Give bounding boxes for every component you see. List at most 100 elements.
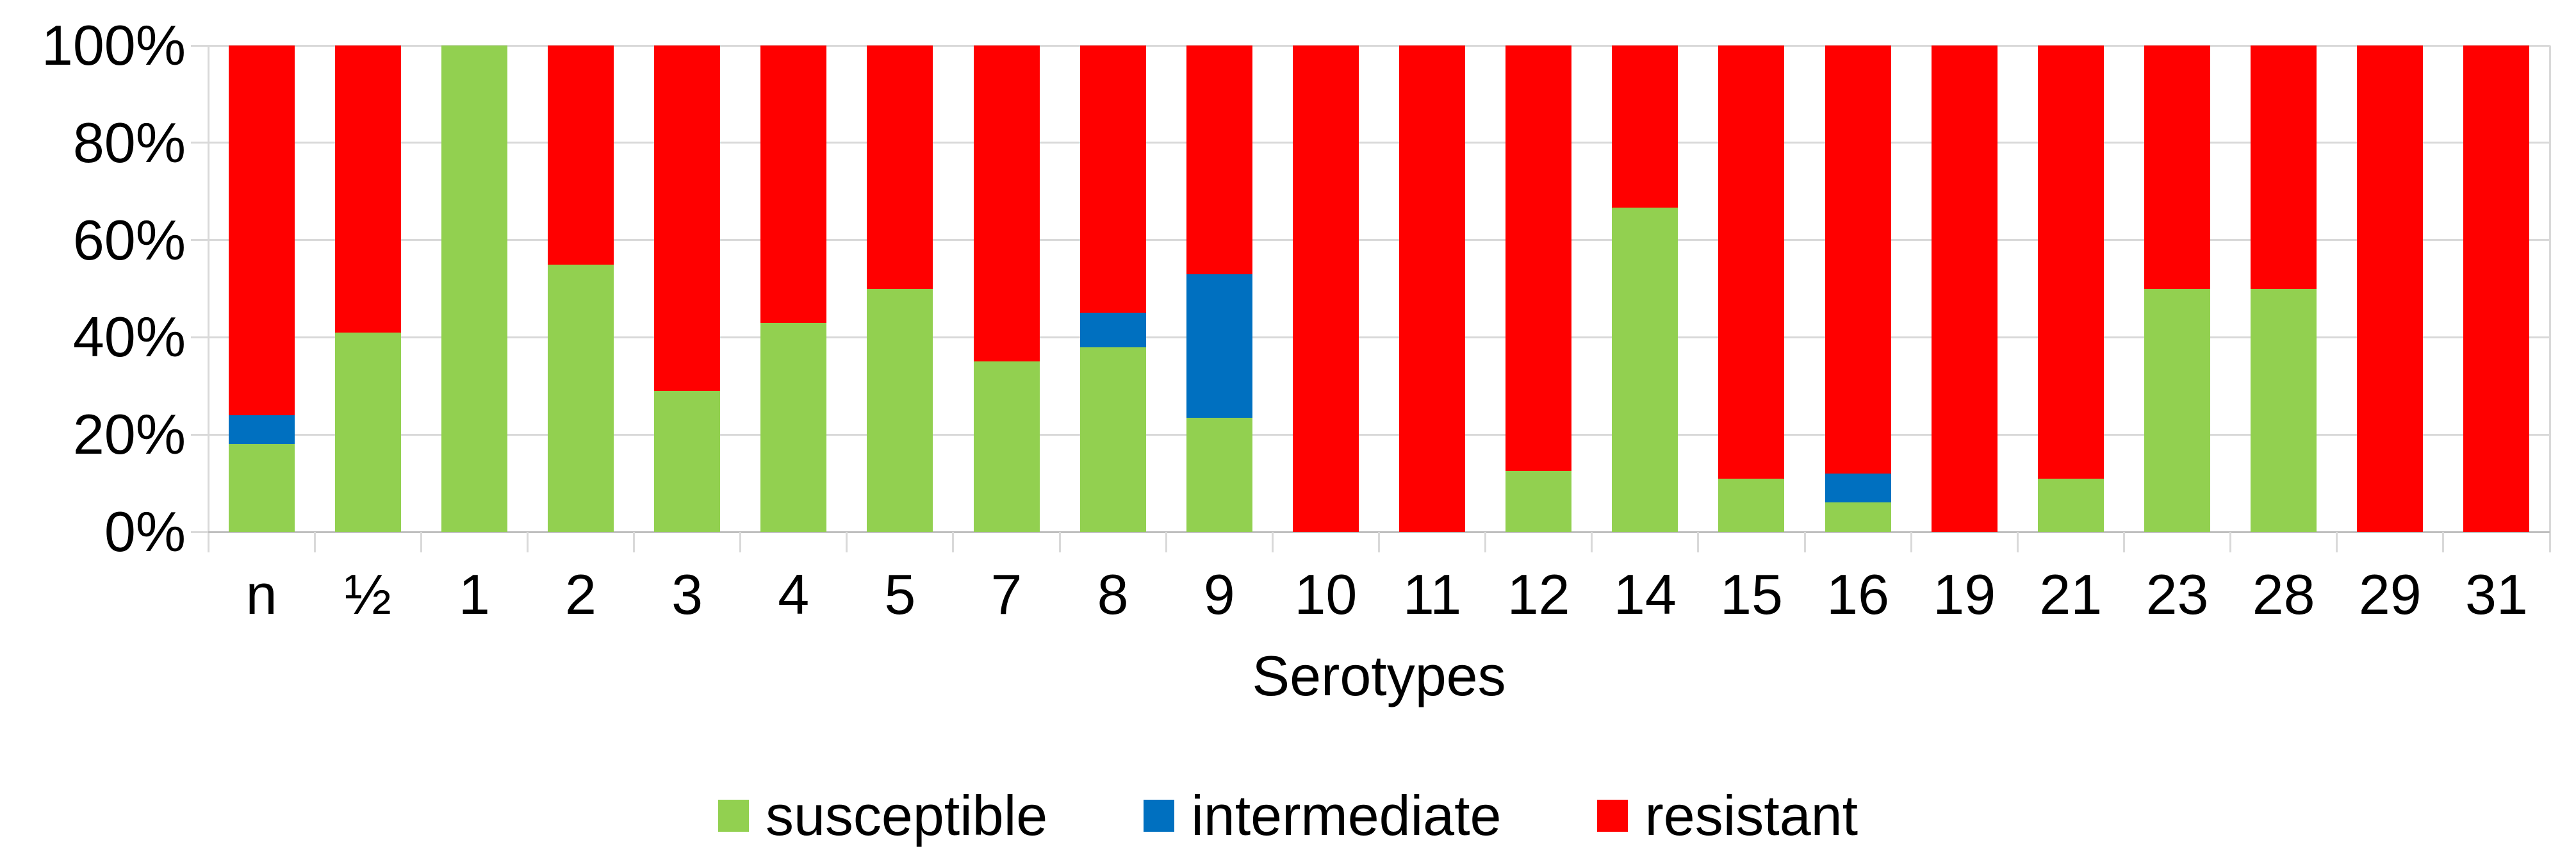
bar-segment-resistant-29 xyxy=(2357,45,2424,532)
y-tick-mark-0 xyxy=(191,531,208,533)
bar-segment-resistant-31 xyxy=(2463,45,2530,532)
bar-segment-susceptible-5 xyxy=(867,288,933,532)
x-tick-mark xyxy=(952,532,955,552)
gridline-100 xyxy=(208,44,2550,47)
legend-item-resistant: resistant xyxy=(1597,785,1858,846)
x-tick-mark xyxy=(1378,532,1380,552)
legend-item-susceptible: susceptible xyxy=(718,785,1047,846)
x-tick-mark xyxy=(1803,532,1806,552)
y-axis-line xyxy=(207,45,209,552)
gridline-80 xyxy=(208,142,2550,144)
x-tick-mark xyxy=(1271,532,1274,552)
bar-segment-intermediate-n xyxy=(228,415,295,445)
x-tick-label-12: 12 xyxy=(1507,563,1570,626)
gridline-40 xyxy=(208,336,2550,338)
x-tick-label-2: 2 xyxy=(564,563,596,626)
x-tick-mark xyxy=(420,532,422,552)
bar-segment-resistant-3 xyxy=(654,45,721,391)
legend-swatch-icon-intermediate xyxy=(1144,800,1175,832)
x-tick-mark xyxy=(633,532,636,552)
y-tick-mark-60 xyxy=(191,239,208,242)
gridline-60 xyxy=(208,239,2550,242)
bar-segment-resistant-5 xyxy=(867,45,933,289)
x-tick-label-n: n xyxy=(245,563,277,626)
bar-segment-resistant-23 xyxy=(2144,45,2211,289)
x-tick-mark xyxy=(2016,532,2019,552)
x-tick-label-29: 29 xyxy=(2358,563,2422,626)
x-tick-label-11: 11 xyxy=(1402,563,1462,626)
x-tick-mark xyxy=(846,532,848,552)
bar-segment-resistant-10 xyxy=(1292,45,1359,532)
bar-segment-resistant-7 xyxy=(973,45,1040,362)
x-tick-label-5: 5 xyxy=(884,563,916,626)
x-tick-label-19: 19 xyxy=(1933,563,1996,626)
x-tick-mark xyxy=(526,532,529,552)
legend-swatch-icon-resistant xyxy=(1597,800,1628,832)
x-axis-title: Serotypes xyxy=(1252,644,1506,707)
bar-segment-resistant-15 xyxy=(1718,45,1785,479)
bar-segment-susceptible-8 xyxy=(1079,347,1146,532)
x-tick-mark xyxy=(1591,532,1593,552)
bar-segment-susceptible-3 xyxy=(654,390,721,532)
bar-segment-resistant-11 xyxy=(1399,45,1466,532)
x-tick-label-3: 3 xyxy=(671,563,703,626)
x-tick-label-8: 8 xyxy=(1097,563,1129,626)
y-tick-label-60: 60% xyxy=(72,208,186,272)
bar-segment-resistant-28 xyxy=(2251,45,2317,289)
bar-segment-resistant-n xyxy=(228,45,295,415)
bar-segment-intermediate-16 xyxy=(1825,473,1891,503)
x-tick-label-23: 23 xyxy=(2145,563,2209,626)
bar-segment-resistant-19 xyxy=(1931,45,1998,532)
bar-segment-resistant-16 xyxy=(1825,45,1891,474)
plot-right-border xyxy=(2548,45,2551,552)
x-tick-mark xyxy=(2229,532,2232,552)
y-tick-mark-20 xyxy=(191,433,208,436)
legend: susceptible intermediate resistant xyxy=(0,780,2576,851)
legend-item-intermediate: intermediate xyxy=(1144,785,1501,846)
bar-segment-susceptible-23 xyxy=(2144,288,2211,532)
x-tick-label-1: 1 xyxy=(458,563,490,626)
x-tick-label-14: 14 xyxy=(1613,563,1677,626)
x-tick-label-4: 4 xyxy=(778,563,810,626)
bar-segment-susceptible-4 xyxy=(760,322,827,532)
x-tick-mark xyxy=(739,532,742,552)
bar-segment-resistant-21 xyxy=(2037,45,2104,479)
bar-segment-susceptible-12 xyxy=(1505,471,1572,532)
y-tick-label-20: 20% xyxy=(72,402,186,467)
bar-segment-susceptible-n xyxy=(228,444,295,532)
x-tick-label-21: 21 xyxy=(2039,563,2103,626)
y-tick-mark-40 xyxy=(191,336,208,338)
x-tick-mark xyxy=(1697,532,1700,552)
x-tick-label-½: ½ xyxy=(344,563,391,626)
bar-segment-susceptible-9 xyxy=(1186,417,1252,532)
x-tick-mark xyxy=(1484,532,1487,552)
bar-segment-susceptible-28 xyxy=(2251,288,2317,532)
x-tick-mark xyxy=(2122,532,2125,552)
bar-segment-resistant-½ xyxy=(334,45,401,333)
x-tick-label-15: 15 xyxy=(1720,563,1783,626)
bar-segment-resistant-2 xyxy=(547,45,614,265)
bar-segment-resistant-8 xyxy=(1079,45,1146,313)
bar-segment-susceptible-2 xyxy=(547,264,614,532)
bar-segment-susceptible-1 xyxy=(441,45,507,532)
y-tick-label-100: 100% xyxy=(41,13,186,77)
bar-segment-resistant-12 xyxy=(1505,45,1572,472)
x-tick-mark xyxy=(1910,532,1912,552)
legend-swatch-icon-susceptible xyxy=(718,800,749,832)
gridline-20 xyxy=(208,433,2550,436)
bar-segment-susceptible-15 xyxy=(1718,478,1785,532)
y-tick-mark-80 xyxy=(191,142,208,144)
bar-segment-susceptible-7 xyxy=(973,361,1040,532)
bar-segment-resistant-14 xyxy=(1612,45,1678,208)
x-tick-mark xyxy=(2336,532,2338,552)
x-tick-label-9: 9 xyxy=(1203,563,1235,626)
bar-segment-susceptible-16 xyxy=(1825,502,1891,532)
x-tick-label-16: 16 xyxy=(1826,563,1890,626)
bar-segment-intermediate-8 xyxy=(1079,313,1146,347)
y-tick-label-80: 80% xyxy=(72,110,186,174)
x-tick-mark xyxy=(2442,532,2445,552)
x-tick-label-28: 28 xyxy=(2252,563,2315,626)
bar-segment-resistant-4 xyxy=(760,45,827,323)
bar-segment-resistant-9 xyxy=(1186,45,1252,274)
y-tick-label-40: 40% xyxy=(72,305,186,369)
